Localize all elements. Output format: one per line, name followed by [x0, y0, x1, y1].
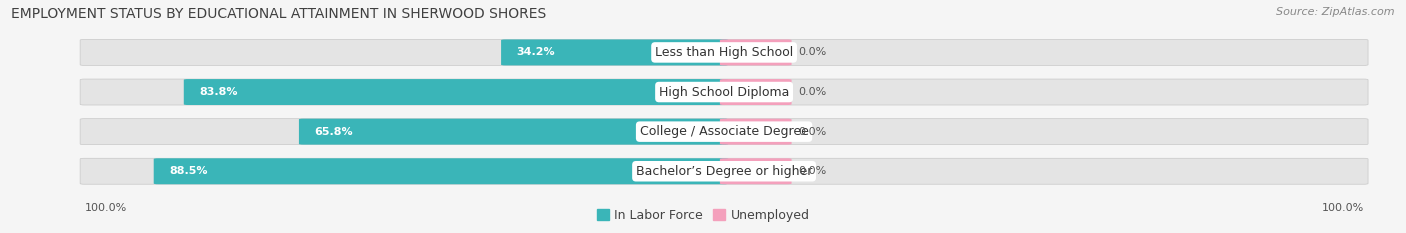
FancyBboxPatch shape [501, 39, 728, 65]
Text: 65.8%: 65.8% [315, 127, 353, 137]
Text: 0.0%: 0.0% [799, 166, 827, 176]
Text: 0.0%: 0.0% [799, 87, 827, 97]
Text: 100.0%: 100.0% [84, 203, 127, 213]
Text: 34.2%: 34.2% [516, 48, 555, 57]
FancyBboxPatch shape [720, 79, 792, 105]
FancyBboxPatch shape [299, 119, 728, 145]
Text: 0.0%: 0.0% [799, 48, 827, 57]
Text: High School Diploma: High School Diploma [659, 86, 789, 99]
Text: 83.8%: 83.8% [200, 87, 238, 97]
Text: 0.0%: 0.0% [799, 127, 827, 137]
FancyBboxPatch shape [184, 79, 728, 105]
FancyBboxPatch shape [720, 119, 792, 145]
FancyBboxPatch shape [80, 79, 1368, 105]
Text: EMPLOYMENT STATUS BY EDUCATIONAL ATTAINMENT IN SHERWOOD SHORES: EMPLOYMENT STATUS BY EDUCATIONAL ATTAINM… [11, 7, 547, 21]
Text: Source: ZipAtlas.com: Source: ZipAtlas.com [1277, 7, 1395, 17]
Text: 88.5%: 88.5% [169, 166, 208, 176]
Text: Bachelor’s Degree or higher: Bachelor’s Degree or higher [636, 165, 813, 178]
FancyBboxPatch shape [153, 158, 728, 184]
Legend: In Labor Force, Unemployed: In Labor Force, Unemployed [592, 204, 814, 227]
Text: College / Associate Degree: College / Associate Degree [640, 125, 808, 138]
FancyBboxPatch shape [80, 158, 1368, 184]
FancyBboxPatch shape [80, 119, 1368, 145]
FancyBboxPatch shape [720, 158, 792, 184]
FancyBboxPatch shape [80, 39, 1368, 65]
Text: 100.0%: 100.0% [1322, 203, 1364, 213]
Text: Less than High School: Less than High School [655, 46, 793, 59]
FancyBboxPatch shape [720, 39, 792, 65]
